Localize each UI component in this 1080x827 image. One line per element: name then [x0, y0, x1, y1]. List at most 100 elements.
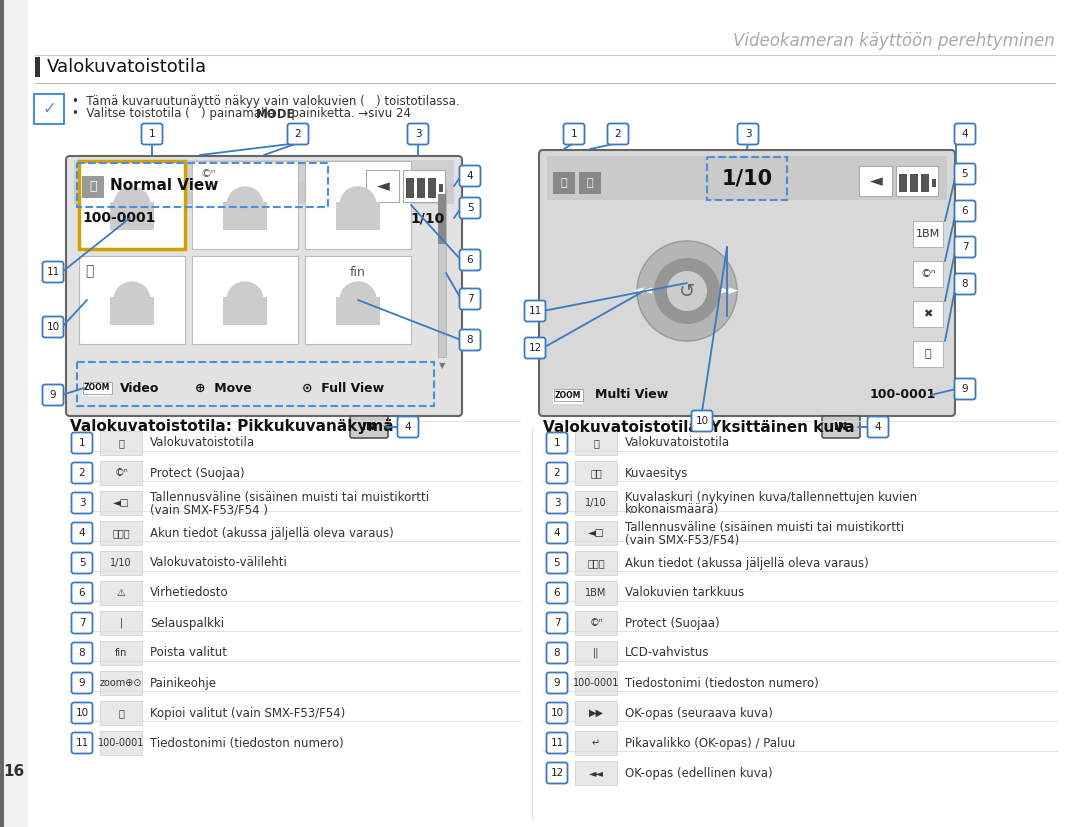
- Bar: [575, 671, 617, 695]
- FancyBboxPatch shape: [546, 462, 567, 484]
- Text: 10: 10: [76, 708, 89, 718]
- Text: 12: 12: [528, 343, 542, 353]
- Bar: [575, 581, 617, 605]
- FancyBboxPatch shape: [71, 523, 93, 543]
- Circle shape: [667, 271, 707, 311]
- Text: 16: 16: [3, 764, 25, 780]
- FancyBboxPatch shape: [141, 123, 162, 145]
- Text: ◄◄: ◄◄: [589, 768, 604, 778]
- FancyBboxPatch shape: [71, 702, 93, 724]
- Bar: [79, 161, 185, 249]
- Text: 8: 8: [554, 648, 561, 658]
- Text: Painikeohje: Painikeohje: [150, 676, 217, 690]
- FancyBboxPatch shape: [546, 672, 567, 694]
- FancyBboxPatch shape: [525, 337, 545, 358]
- Text: Akun tiedot (akussa jäljellä oleva varaus): Akun tiedot (akussa jäljellä oleva varau…: [625, 557, 868, 570]
- Bar: [575, 521, 617, 545]
- Text: 9: 9: [50, 390, 56, 400]
- Text: Valokuvatoistotila: Valokuvatoistotila: [48, 58, 207, 76]
- FancyBboxPatch shape: [867, 417, 889, 437]
- Text: 100-0001: 100-0001: [82, 211, 156, 225]
- Bar: [336, 297, 380, 325]
- FancyBboxPatch shape: [71, 733, 93, 753]
- Text: 3: 3: [79, 498, 85, 508]
- Text: ►►: ►►: [720, 284, 740, 298]
- Text: 1/10: 1/10: [585, 498, 607, 508]
- Bar: [192, 161, 298, 249]
- Text: Valokuvatoistotila: Yksittäinen kuva: Valokuvatoistotila: Yksittäinen kuva: [543, 419, 854, 434]
- Text: 4: 4: [79, 528, 85, 538]
- Text: ⎕⎕⎕: ⎕⎕⎕: [588, 558, 605, 568]
- FancyBboxPatch shape: [546, 552, 567, 573]
- Text: 10: 10: [46, 322, 59, 332]
- Bar: [553, 172, 575, 194]
- Circle shape: [340, 187, 376, 223]
- FancyBboxPatch shape: [546, 643, 567, 663]
- Text: 2: 2: [295, 129, 301, 139]
- Bar: [913, 341, 943, 367]
- Bar: [336, 202, 380, 230]
- Text: (vain SMX-F53/F54): (vain SMX-F53/F54): [625, 533, 739, 547]
- FancyBboxPatch shape: [546, 582, 567, 604]
- Text: 3: 3: [745, 129, 752, 139]
- Text: 3: 3: [415, 129, 421, 139]
- Bar: [579, 172, 600, 194]
- Text: ©ⁿ: ©ⁿ: [200, 169, 216, 179]
- Text: ⊙  Full View: ⊙ Full View: [302, 381, 384, 394]
- Bar: [403, 170, 445, 202]
- Text: ⎙: ⎙: [118, 438, 124, 448]
- Bar: [305, 256, 411, 344]
- Text: 7: 7: [79, 618, 85, 628]
- Text: 100-0001: 100-0001: [98, 738, 145, 748]
- Bar: [79, 256, 185, 344]
- FancyBboxPatch shape: [71, 672, 93, 694]
- FancyBboxPatch shape: [738, 123, 758, 145]
- Text: ⚠: ⚠: [345, 190, 372, 219]
- Bar: [859, 166, 892, 196]
- Bar: [100, 521, 141, 545]
- Bar: [0, 0, 28, 827]
- Text: 1/10: 1/10: [410, 211, 444, 225]
- Text: ✓: ✓: [42, 100, 56, 118]
- FancyBboxPatch shape: [71, 613, 93, 633]
- Text: ⎙: ⎙: [561, 178, 567, 188]
- Text: 100-0001: 100-0001: [572, 678, 619, 688]
- Text: 2: 2: [79, 468, 85, 478]
- Bar: [305, 161, 411, 249]
- Text: ||: ||: [593, 648, 599, 658]
- Text: ⎕⎕⎕: ⎕⎕⎕: [112, 528, 130, 538]
- FancyBboxPatch shape: [459, 198, 481, 218]
- Bar: [932, 179, 936, 187]
- Text: 4: 4: [961, 129, 969, 139]
- Text: (vain SMX-F53/F54 ): (vain SMX-F53/F54 ): [150, 504, 268, 517]
- Bar: [110, 297, 154, 325]
- Text: ⎙: ⎙: [90, 180, 97, 194]
- Text: Kuvalaskuri (nykyinen kuva/tallennettujen kuvien: Kuvalaskuri (nykyinen kuva/tallennettuje…: [625, 490, 917, 504]
- FancyBboxPatch shape: [955, 164, 975, 184]
- FancyBboxPatch shape: [459, 329, 481, 351]
- Text: Kuvaesitys: Kuvaesitys: [625, 466, 688, 480]
- Text: ©ⁿ: ©ⁿ: [590, 618, 603, 628]
- FancyBboxPatch shape: [71, 462, 93, 484]
- Text: OK-opas (edellinen kuva): OK-opas (edellinen kuva): [625, 767, 772, 780]
- Bar: [575, 641, 617, 665]
- Text: Valokuvatoisto-välilehti: Valokuvatoisto-välilehti: [150, 557, 288, 570]
- Text: Valokuvatoistotila: Valokuvatoistotila: [150, 437, 255, 450]
- Circle shape: [114, 187, 150, 223]
- Bar: [913, 301, 943, 327]
- Bar: [910, 174, 918, 192]
- FancyBboxPatch shape: [607, 123, 629, 145]
- Text: ⎙⎙: ⎙⎙: [590, 468, 602, 478]
- Bar: [222, 202, 267, 230]
- FancyBboxPatch shape: [564, 123, 584, 145]
- Text: 8: 8: [79, 648, 85, 658]
- Text: ⚠: ⚠: [117, 588, 125, 598]
- Bar: [438, 184, 443, 192]
- Bar: [896, 166, 939, 196]
- Bar: [406, 178, 414, 198]
- FancyBboxPatch shape: [71, 433, 93, 453]
- Text: Normal View: Normal View: [110, 179, 218, 194]
- FancyBboxPatch shape: [71, 493, 93, 514]
- Text: 5: 5: [554, 558, 561, 568]
- Text: 6: 6: [554, 588, 561, 598]
